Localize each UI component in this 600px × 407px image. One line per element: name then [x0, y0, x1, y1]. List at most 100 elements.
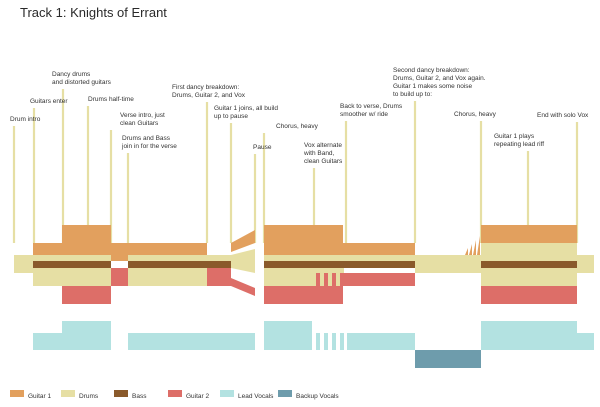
guitar1-fragment — [332, 243, 336, 255]
lead-vocals-segment — [62, 321, 111, 350]
annotation-guitar1-repeating: Guitar 1 plays repeating lead riff — [494, 133, 544, 148]
annotation-line: Guitars enter — [30, 98, 68, 105]
guitar2-fragment — [332, 273, 336, 286]
drums-fragment — [340, 255, 344, 261]
annotation-guitars-enter: Guitars enter — [30, 98, 68, 105]
guitar1-segment — [62, 243, 111, 255]
legend-label-backup-vocals: Backup Vocals — [296, 393, 339, 400]
guitar1-noise-spike — [473, 240, 476, 255]
guitar1-build-wedge — [231, 230, 255, 252]
guitar2-fragment — [316, 273, 320, 286]
annotation-line: Chorus, heavy — [276, 123, 319, 130]
bass-segment — [481, 261, 577, 268]
guitar2-fragment — [340, 273, 344, 286]
guitar1-fragment — [324, 243, 328, 255]
guitar2-segment — [111, 268, 128, 286]
lead-vocals-segment — [347, 333, 415, 350]
legend-label-guitar2: Guitar 2 — [186, 393, 210, 400]
instrument-bands — [14, 225, 594, 368]
backup-vocals-segment — [415, 350, 481, 368]
annotation-line: Guitar 1 joins, all build — [214, 105, 278, 112]
annotation-first-dancy-breakdown: First dancy breakdown: Drums, Guitar 2, a… — [172, 84, 246, 99]
drums-segment — [264, 255, 343, 286]
annotation-line: join in for the verse — [121, 143, 177, 150]
drums-fragment — [324, 255, 328, 261]
annotation-line: Second dancy breakdown: — [393, 67, 470, 74]
section-annotations: Drum intro Guitars enter Dancy drums and di… — [10, 67, 589, 165]
annotation-line: Vox alternate — [304, 142, 342, 149]
lead-vocals-segment — [207, 333, 255, 350]
annotation-line: Dancy drums — [52, 71, 91, 78]
legend-label-drums: Drums — [79, 393, 99, 400]
legend-label-lead-vocals: Lead Vocals — [238, 393, 274, 400]
annotation-line: to build up to: — [393, 91, 432, 98]
annotation-line: Back to verse, Drums — [340, 103, 403, 110]
annotation-line: Drums, Guitar 2, and Vox again. — [393, 75, 486, 82]
annotation-chorus-heavy-1: Chorus, heavy — [276, 123, 319, 130]
lead-vocals-fragment — [316, 333, 320, 350]
lead-vocals-segment — [577, 333, 594, 350]
guitar2-segment — [62, 286, 111, 304]
guitar1-segment — [128, 243, 207, 255]
annotation-line: Pause — [253, 144, 272, 151]
guitar2-segment — [481, 286, 577, 304]
lead-vocals-segment — [33, 333, 62, 350]
bass-fragment — [340, 261, 344, 268]
lead-vocals-segment — [481, 321, 577, 350]
guitar2-segment — [207, 268, 231, 286]
lead-vocals-fragment — [340, 333, 344, 350]
bass-segment — [128, 261, 231, 268]
legend-swatch-lead-vocals — [220, 390, 234, 397]
legend-swatch-drums — [61, 390, 75, 397]
guitar2-build-wedge — [231, 278, 255, 296]
guitar1-noise-spike — [465, 248, 468, 255]
annotation-drum-intro: Drum intro — [10, 116, 41, 123]
bass-segment — [264, 261, 415, 268]
drums-fragment — [332, 255, 336, 261]
annotation-line: with Band, — [303, 150, 335, 157]
legend-swatch-guitar1 — [10, 390, 24, 397]
annotation-verse-intro: Verse intro, just clean Guitars — [120, 112, 165, 127]
annotation-dancy-drums: Dancy drums and distorted guitars — [52, 71, 112, 86]
guitar2-segment — [264, 286, 343, 304]
lead-vocals-segment — [128, 333, 207, 350]
guitar1-segment — [264, 225, 343, 255]
legend-swatch-guitar2 — [168, 390, 182, 397]
annotation-line: repeating lead riff — [494, 141, 544, 148]
drums-segment — [128, 255, 207, 286]
annotation-line: clean Guitars — [120, 120, 159, 127]
annotation-line: Chorus, heavy — [454, 111, 497, 118]
lead-vocals-segment — [264, 321, 312, 350]
annotation-drums-bass-join: Drums and Bass join in for the verse — [121, 135, 177, 150]
guitar2-segment — [343, 273, 415, 286]
annotation-guitar1-joins: Guitar 1 joins, all build up to pause — [214, 105, 278, 120]
drums-fragment — [316, 255, 320, 261]
guitar1-noise-spike — [477, 236, 480, 255]
bass-fragment — [332, 261, 336, 268]
guitar1-segment — [111, 243, 128, 261]
legend-label-bass: Bass — [132, 393, 147, 400]
annotation-line: clean Guitars — [304, 158, 343, 165]
diagram-title: Track 1: Knights of Errant — [20, 5, 167, 20]
annotation-pause: Pause — [253, 144, 272, 151]
drums-segment — [33, 255, 62, 286]
annotation-chorus-heavy-2: Chorus, heavy — [454, 111, 497, 118]
annotation-line: Drums and Bass — [122, 135, 171, 142]
annotation-line: First dancy breakdown: — [172, 84, 239, 91]
bass-fragment — [324, 261, 328, 268]
annotation-line: Drum intro — [10, 116, 41, 123]
annotation-line: smoother w/ ride — [340, 111, 388, 118]
guitar2-fragment — [324, 273, 328, 286]
annotation-line: and distorted guitars — [52, 79, 112, 86]
annotation-line: up to pause — [214, 113, 248, 120]
bass-fragment — [316, 261, 320, 268]
annotation-line: Guitar 1 makes some noise — [393, 83, 473, 90]
drums-build-wedge — [231, 249, 255, 273]
drums-segment — [62, 255, 111, 286]
guitar1-segment — [33, 243, 62, 255]
annotation-line: End with solo Vox — [537, 112, 589, 119]
guitar1-segment — [62, 225, 111, 243]
bass-segment — [33, 261, 111, 268]
annotation-second-dancy-breakdown: Second dancy breakdown: Drums, Guitar 2, … — [393, 67, 486, 98]
legend-swatch-backup-vocals — [278, 390, 292, 397]
